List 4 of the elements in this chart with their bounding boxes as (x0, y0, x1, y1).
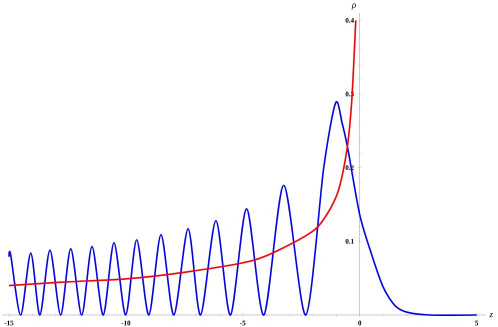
x-axis-title: z (489, 312, 493, 318)
line-series (8, 102, 478, 316)
y-axis-title: ρ (352, 3, 356, 10)
line-series (8, 20, 357, 286)
